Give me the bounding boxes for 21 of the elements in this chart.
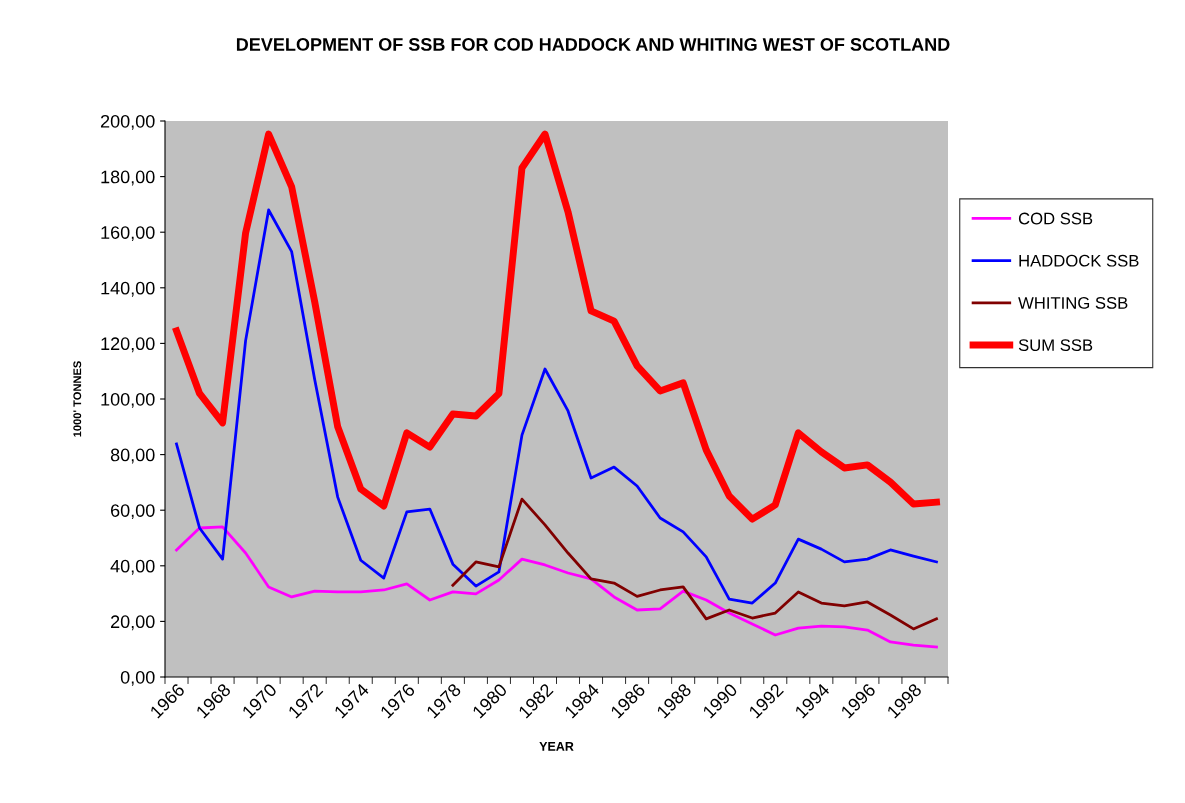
y-tick-label: 160,00 [101,226,155,242]
legend-label: HADDOCK SSB [1019,254,1139,267]
chart-title: DEVELOPMENT OF SSB FOR COD HADDOCK AND WHITING WEST OF SCOTLAND [236,38,950,51]
y-axis-title: 1000' TONNES [73,361,82,437]
y-tick-label: 140,00 [101,281,155,297]
y-tick-label: 80,00 [110,448,155,464]
y-tick-label: 0,00 [120,670,155,686]
y-tick-label: 20,00 [111,615,155,631]
line-series [175,525,938,649]
legend-label: SUM SSB [1018,339,1093,352]
legend-label: COD SSB [1018,212,1093,225]
y-tick-label: 120,00 [101,337,155,353]
legend-label: WHITING SSB [1018,297,1128,309]
x-axis-title: YEAR [539,742,574,751]
y-tick-label: 40,00 [110,559,155,575]
y-tick-label: 60,00 [111,504,155,520]
y-tick-label: 100,00 [101,392,155,408]
y-tick-label: 200,00 [100,114,155,130]
y-tick-label: 180,00 [101,170,155,186]
line-series [175,208,938,605]
line-series [451,497,938,631]
